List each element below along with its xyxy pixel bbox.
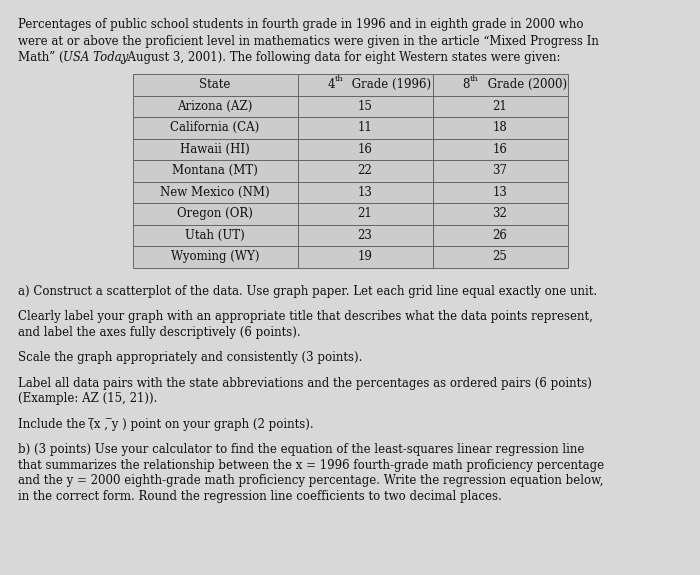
Text: Wyoming (WY): Wyoming (WY) <box>171 250 259 263</box>
Text: 11: 11 <box>358 121 372 135</box>
Text: 26: 26 <box>493 229 507 242</box>
Text: New Mexico (NM): New Mexico (NM) <box>160 186 270 199</box>
Text: Arizona (AZ): Arizona (AZ) <box>177 100 253 113</box>
Text: USA Today: USA Today <box>62 51 128 64</box>
Text: 4: 4 <box>328 78 335 91</box>
Text: 13: 13 <box>493 186 507 199</box>
Text: that summarizes the relationship between the x = 1996 fourth-grade math proficie: that summarizes the relationship between… <box>18 459 604 471</box>
Text: Label all data pairs with the state abbreviations and the percentages as ordered: Label all data pairs with the state abbr… <box>18 377 592 390</box>
Text: b) (3 points) Use your calculator to find the equation of the least-squares line: b) (3 points) Use your calculator to fin… <box>18 443 584 456</box>
Text: 25: 25 <box>493 250 507 263</box>
Text: Oregon (OR): Oregon (OR) <box>177 208 253 220</box>
Text: in the correct form. Round the regression line coefficients to two decimal place: in the correct form. Round the regressio… <box>18 489 502 503</box>
Text: and the y = 2000 eighth-grade math proficiency percentage. Write the regression : and the y = 2000 eighth-grade math profi… <box>18 474 603 487</box>
Text: (Example: AZ (15, 21)).: (Example: AZ (15, 21)). <box>18 392 158 405</box>
Text: 19: 19 <box>358 250 372 263</box>
Text: California (CA): California (CA) <box>170 121 260 135</box>
Text: Utah (UT): Utah (UT) <box>185 229 245 242</box>
Text: a) Construct a scatterplot of the data. Use graph paper. Let each grid line equa: a) Construct a scatterplot of the data. … <box>18 285 597 298</box>
Text: 8: 8 <box>463 78 470 91</box>
Text: and label the axes fully descriptively (6 points).: and label the axes fully descriptively (… <box>18 325 300 339</box>
Text: 16: 16 <box>493 143 507 156</box>
Text: Montana (MT): Montana (MT) <box>172 164 258 177</box>
Text: th: th <box>335 75 344 83</box>
Text: 13: 13 <box>358 186 372 199</box>
Text: State: State <box>199 78 231 91</box>
Text: Include the (̅x , ̅y ) point on your graph (2 points).: Include the (̅x , ̅y ) point on your gra… <box>18 417 314 431</box>
Text: 32: 32 <box>493 208 507 220</box>
Text: 18: 18 <box>493 121 507 135</box>
Text: 21: 21 <box>358 208 372 220</box>
Text: 37: 37 <box>493 164 507 177</box>
Text: 22: 22 <box>358 164 372 177</box>
Text: Percentages of public school students in fourth grade in 1996 and in eighth grad: Percentages of public school students in… <box>18 18 584 31</box>
Text: 15: 15 <box>358 100 372 113</box>
Text: 23: 23 <box>358 229 372 242</box>
Text: Clearly label your graph with an appropriate title that describes what the data : Clearly label your graph with an appropr… <box>18 310 593 323</box>
Text: th: th <box>470 75 479 83</box>
Text: Scale the graph appropriately and consistently (3 points).: Scale the graph appropriately and consis… <box>18 351 363 364</box>
Text: , August 3, 2001). The following data for eight Western states were given:: , August 3, 2001). The following data fo… <box>120 51 561 64</box>
Text: Hawaii (HI): Hawaii (HI) <box>180 143 250 156</box>
Text: 16: 16 <box>358 143 372 156</box>
Text: Grade (2000): Grade (2000) <box>484 78 566 91</box>
Text: 21: 21 <box>493 100 507 113</box>
Text: Math” (: Math” ( <box>18 51 64 64</box>
Text: Grade (1996): Grade (1996) <box>349 78 432 91</box>
Text: were at or above the proficient level in mathematics were given in the article “: were at or above the proficient level in… <box>18 34 599 48</box>
